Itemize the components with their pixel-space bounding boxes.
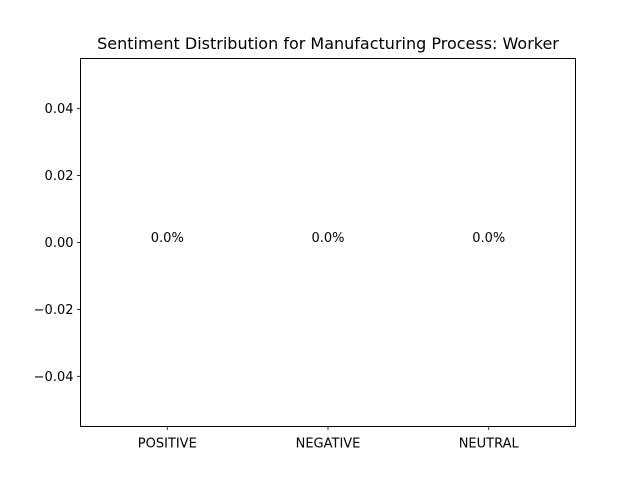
y-tick-label: −0.04 [34, 370, 74, 385]
x-tick-label: POSITIVE [138, 437, 197, 452]
plot-area: 0.04 0.02 0.00 −0.02 −0.04 POSITIVE 0.0% NEGATI… [34, 102, 520, 451]
y-tick-label: 0.00 [45, 236, 74, 251]
data-label: 0.0% [311, 231, 344, 246]
chart-title: Sentiment Distribution for Manufacturing… [97, 34, 559, 53]
y-tick-label: 0.02 [45, 169, 74, 184]
data-label: 0.0% [151, 231, 184, 246]
y-tick-label: −0.02 [34, 303, 74, 318]
y-tick-label: 0.04 [45, 102, 74, 117]
plot-frame [80, 58, 576, 427]
x-tick-label: NEGATIVE [296, 437, 361, 452]
data-label: 0.0% [472, 231, 505, 246]
x-tick-label: NEUTRAL [459, 437, 520, 452]
